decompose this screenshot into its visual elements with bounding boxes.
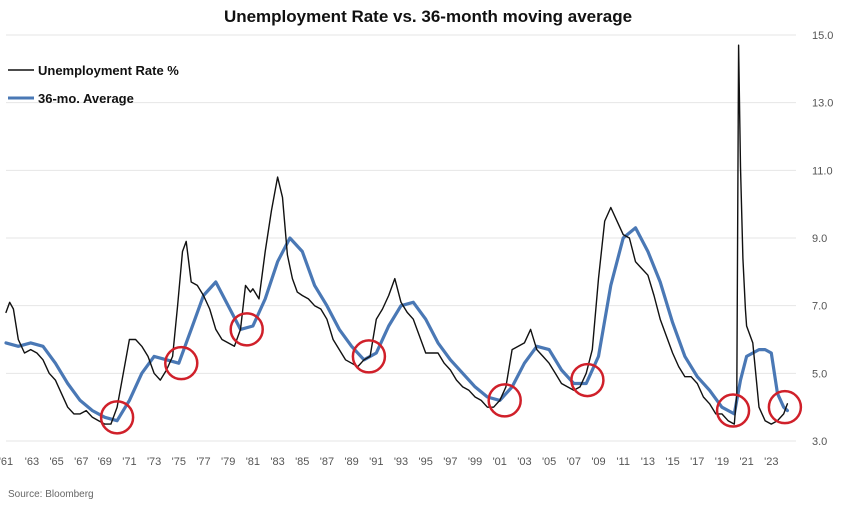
x-tick-label: '79 bbox=[221, 456, 235, 468]
x-tick-label: '65 bbox=[49, 456, 63, 468]
x-axis-ticks: '61 '63 '65 '67 '69 '71 '73 '75 '77 '79 '81 '83 '85 '… bbox=[0, 456, 778, 468]
x-tick-label: '69 bbox=[98, 456, 112, 468]
y-tick-label: 5.0 bbox=[812, 368, 827, 380]
source-note: Source: Bloomberg bbox=[8, 489, 94, 500]
annotation-circle bbox=[487, 383, 522, 418]
x-tick-label: '03 bbox=[517, 456, 531, 468]
x-tick-label: '99 bbox=[468, 456, 482, 468]
series-line-unemployment-rate bbox=[5, 44, 789, 425]
annotation-circle bbox=[164, 345, 199, 381]
y-tick-label: 9.0 bbox=[812, 233, 827, 245]
y-tick-label: 15.0 bbox=[812, 30, 833, 42]
legend: Unemployment Rate % 36-mo. Average bbox=[8, 63, 179, 106]
x-tick-label: '09 bbox=[591, 456, 605, 468]
x-tick-label: '73 bbox=[147, 456, 161, 468]
series-lines bbox=[4, 44, 789, 425]
x-tick-label: '01 bbox=[493, 456, 507, 468]
x-tick-label: '95 bbox=[419, 456, 433, 468]
x-tick-label: '63 bbox=[25, 456, 39, 468]
x-tick-label: '75 bbox=[172, 456, 186, 468]
x-tick-label: '85 bbox=[295, 456, 309, 468]
x-tick-label: '89 bbox=[344, 456, 358, 468]
y-tick-label: 3.0 bbox=[812, 436, 827, 448]
x-tick-label: '17 bbox=[690, 456, 704, 468]
x-tick-label: '05 bbox=[542, 456, 556, 468]
series-line-36mo-average bbox=[4, 226, 789, 423]
x-tick-label: '81 bbox=[246, 456, 260, 468]
annotation-circle bbox=[570, 362, 605, 398]
annotation-circle bbox=[229, 312, 264, 347]
x-tick-label: '93 bbox=[394, 456, 408, 468]
x-tick-label: '97 bbox=[443, 456, 457, 468]
x-tick-label: '23 bbox=[764, 456, 778, 468]
annotation-circle bbox=[99, 400, 135, 435]
x-tick-label: '13 bbox=[641, 456, 655, 468]
annotation-circle bbox=[351, 339, 387, 374]
x-tick-label: '15 bbox=[665, 456, 679, 468]
x-tick-label: '19 bbox=[715, 456, 729, 468]
annotation-circles bbox=[99, 312, 803, 435]
legend-label-unemployment: Unemployment Rate % bbox=[38, 63, 179, 78]
legend-label-average: 36-mo. Average bbox=[38, 91, 134, 106]
x-tick-label: '77 bbox=[196, 456, 210, 468]
x-tick-label: '11 bbox=[616, 456, 630, 468]
x-tick-label: '21 bbox=[739, 456, 753, 468]
y-axis-ticks: 3.0 5.0 7.0 9.0 11.0 13.0 15.0 bbox=[812, 30, 833, 448]
x-tick-label: '83 bbox=[270, 456, 284, 468]
y-tick-label: 7.0 bbox=[812, 301, 827, 313]
y-tick-label: 11.0 bbox=[812, 165, 833, 177]
x-tick-label: '61 bbox=[0, 456, 13, 468]
annotation-circle bbox=[715, 393, 751, 428]
x-tick-label: '67 bbox=[74, 456, 88, 468]
chart-title: Unemployment Rate vs. 36-month moving av… bbox=[224, 7, 632, 26]
x-tick-label: '87 bbox=[320, 456, 334, 468]
x-tick-label: '91 bbox=[369, 456, 383, 468]
x-tick-label: '07 bbox=[567, 456, 581, 468]
x-tick-label: '71 bbox=[122, 456, 136, 468]
annotation-circle bbox=[767, 389, 803, 425]
y-tick-label: 13.0 bbox=[812, 98, 833, 110]
